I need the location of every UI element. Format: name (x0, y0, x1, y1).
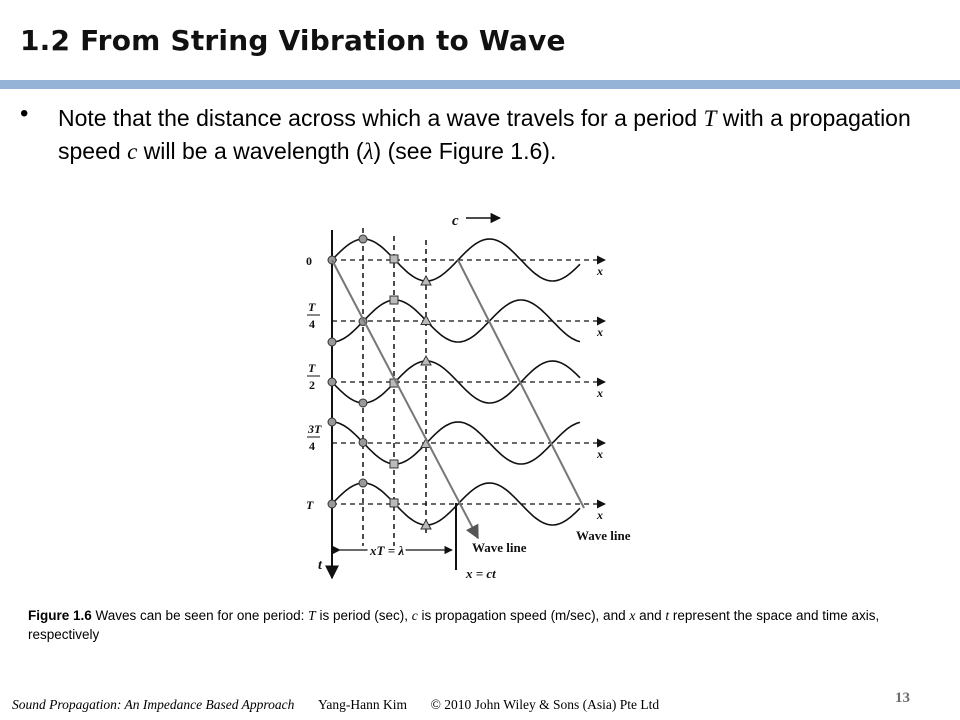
time-label-row-4: T (306, 498, 314, 512)
figure-label: Figure 1.6 (28, 608, 92, 623)
triangle-marker-row-0 (420, 274, 432, 286)
caption-part-1: Waves can be seen for one period: (91, 608, 309, 623)
slide-title: 1.2 From String Vibration to Wave (20, 24, 566, 57)
start-marker-row-2 (327, 377, 337, 387)
wave-row-3 (331, 421, 581, 465)
slide-footer: Sound Propagation: An Impedance Based Ap… (12, 697, 659, 713)
start-marker-row-4 (327, 499, 337, 509)
triangle-marker-row-1 (420, 314, 432, 325)
caption-part-4: and (635, 608, 666, 623)
wave-line-diagonal-1 (331, 259, 479, 540)
x-label-row-4: x (596, 508, 603, 522)
wave-line-label-2: Wave line (576, 528, 631, 543)
figure-caption: Figure 1.6 Waves can be seen for one per… (28, 606, 933, 644)
x-label-row-0: x (596, 264, 603, 278)
figure-axes: c t xT = λ Wave line x = ct Wave line (318, 212, 631, 581)
wave-row-4 (331, 482, 581, 526)
time-label-num-row-2: T (308, 361, 316, 375)
bullet-part-2: with a propagation speed (58, 105, 911, 164)
t-axis-label: t (318, 558, 323, 573)
x-label-row-3: x (596, 447, 603, 461)
time-label-num-row-1: T (308, 300, 316, 314)
start-marker-row-1 (327, 337, 337, 347)
square-marker-row-1 (389, 295, 399, 305)
speed-label: c (452, 213, 459, 229)
caption-part-5: represent the space and time axis, respe… (28, 608, 880, 642)
wave-row-1 (331, 299, 581, 343)
circle-marker-row-0 (358, 234, 368, 244)
start-marker-row-3 (327, 417, 337, 427)
wavelength-label: xT = λ (369, 543, 404, 558)
circle-marker-row-3 (358, 437, 368, 447)
circle-marker-row-2 (358, 398, 368, 408)
time-label-row-0: 0 (306, 254, 312, 268)
x-label-row-1: x (596, 325, 603, 339)
time-label-den-row-2: 2 (309, 378, 315, 392)
triangle-marker-row-4 (420, 518, 432, 530)
caption-part-2: is period (sec), (315, 608, 412, 623)
square-marker-row-3 (389, 459, 399, 469)
lambda-symbol: λ (363, 139, 374, 164)
bullet-part-4: ) (see Figure 1.6). (373, 138, 557, 164)
wave-row-0 (331, 238, 581, 282)
caption-speed-symbol: c (411, 608, 418, 623)
bullet-part-1: Note that the distance across which a wa… (58, 105, 704, 131)
caption-t-symbol: t (665, 608, 670, 623)
circle-marker-row-4 (358, 478, 368, 488)
title-underline (0, 80, 960, 89)
time-label-den-row-3: 4 (309, 439, 315, 453)
page-number: 13 (895, 690, 910, 706)
wave-line-equation: x = ct (465, 566, 496, 581)
footer-book-title: Sound Propagation: An Impedance Based Ap… (12, 697, 295, 712)
bullet-part-3: will be a wavelength ( (137, 138, 364, 164)
wave-line-diagonal-2 (457, 259, 585, 509)
wave-propagation-figure: c t xT = λ Wave line x = ct Wave line x 0… (306, 212, 631, 581)
speed-symbol: c (127, 139, 138, 164)
time-label-den-row-1: 4 (309, 317, 315, 331)
footer-author: Yang-Hann Kim (317, 697, 407, 712)
triangle-marker-row-2 (420, 354, 432, 366)
time-label-num-row-3: 3T (307, 422, 322, 436)
period-symbol: T (703, 106, 717, 131)
x-label-row-2: x (596, 386, 603, 400)
square-marker-row-0 (389, 254, 399, 264)
caption-x-symbol: x (629, 608, 636, 623)
caption-period-symbol: T (308, 608, 316, 623)
bullet-text: Note that the distance across which a wa… (58, 102, 938, 168)
footer-copyright: © 2010 John Wiley & Sons (Asia) Pte Ltd (430, 697, 660, 712)
wave-line-label-1: Wave line (472, 540, 527, 555)
square-marker-row-4 (389, 498, 399, 508)
wave-row-2 (331, 360, 581, 404)
caption-part-3: is propagation speed (m/sec), and (417, 608, 630, 623)
bullet-marker: • (20, 100, 29, 127)
